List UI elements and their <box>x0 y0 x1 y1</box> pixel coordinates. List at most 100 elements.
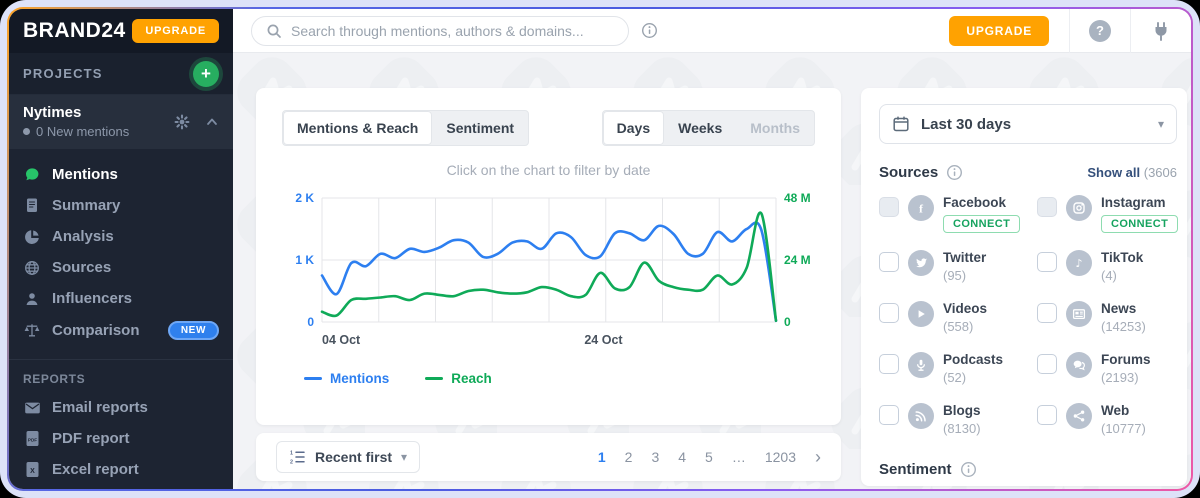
source-count: (52) <box>943 370 967 385</box>
mentions-reach-chart[interactable]: 2 K 1 K 0 48 M 24 M 0 04 Oct 24 Oct <box>278 188 823 361</box>
source-name: Instagram <box>1101 195 1166 210</box>
sidebar-item-label: Excel report <box>52 461 139 479</box>
content-area: Mentions & Reach Sentiment Days Weeks Month… <box>233 53 1191 489</box>
checkbox-podcasts[interactable] <box>879 354 899 375</box>
app-window-border: BRAND24 UPGRADE PROJECTS + Nytimes 0 New… <box>7 7 1193 491</box>
sidebar-item-analysis[interactable]: Analysis <box>9 221 233 252</box>
checkbox-blogs[interactable] <box>879 405 899 426</box>
project-name: Nytimes <box>23 104 82 122</box>
granularity-weeks[interactable]: Weeks <box>664 111 736 145</box>
sidebar-item-label: Summary <box>52 197 121 215</box>
calendar-icon <box>892 115 910 133</box>
sidebar-item-influencers[interactable]: Influencers <box>9 283 233 314</box>
checkbox-news[interactable] <box>1037 303 1057 323</box>
page-3[interactable]: 3 <box>651 449 660 465</box>
granularity-months[interactable]: Months <box>736 111 814 145</box>
source-name: Podcasts <box>943 352 1004 368</box>
chart-legend: Mentions Reach <box>256 371 841 386</box>
checkbox-web[interactable] <box>1037 405 1057 426</box>
pie-chart-icon <box>23 229 41 245</box>
gear-icon[interactable] <box>173 113 191 131</box>
integrations-button[interactable] <box>1131 20 1191 42</box>
source-name: Blogs <box>943 403 981 419</box>
show-all-link[interactable]: Show all <box>1087 165 1141 180</box>
connect-button-facebook[interactable]: CONNECT <box>943 214 1021 233</box>
chat-bubble-icon <box>23 166 41 183</box>
source-name: Twitter <box>943 249 987 265</box>
sidebar-item-sources[interactable]: Sources <box>9 252 233 283</box>
sidebar-item-email-reports[interactable]: Email reports <box>9 392 233 423</box>
search-input[interactable] <box>291 22 614 39</box>
brand-logo: BRAND24 <box>23 18 126 42</box>
pagination: 1 2 3 4 5 … 1203 › <box>598 448 821 466</box>
svg-text:1: 1 <box>290 450 293 456</box>
topbar-upgrade-button[interactable]: UPGRADE <box>949 15 1049 46</box>
checkbox-facebook[interactable] <box>879 197 899 217</box>
sidebar-upgrade-button[interactable]: UPGRADE <box>132 18 219 43</box>
share-icon <box>1066 403 1092 430</box>
sources-info-icon[interactable] <box>946 164 963 181</box>
chart-tabs: Mentions & Reach Sentiment <box>282 110 530 146</box>
checkbox-twitter[interactable] <box>879 251 899 272</box>
granularity-days[interactable]: Days <box>602 111 665 145</box>
checkbox-forums[interactable] <box>1037 354 1057 375</box>
add-project-button[interactable]: + <box>193 60 219 87</box>
legend-item-mentions[interactable]: Mentions <box>304 371 389 386</box>
svg-text:1 K: 1 K <box>295 253 314 267</box>
new-badge: NEW <box>167 321 219 341</box>
rss-icon <box>908 403 934 430</box>
sources-grid: f Facebook CONNECT Instagram CONNECT Twitter (… <box>879 195 1187 437</box>
topbar-divider <box>1069 9 1070 53</box>
tab-mentions---reach[interactable]: Mentions & Reach <box>283 111 433 145</box>
legend-item-reach[interactable]: Reach <box>425 371 492 386</box>
sidebar-item-summary[interactable]: Summary <box>9 190 233 221</box>
logo-row: BRAND24 UPGRADE <box>9 9 233 53</box>
svg-text:PDF: PDF <box>27 438 36 443</box>
sidebar-item-label: Mentions <box>52 166 118 184</box>
envelope-icon <box>23 401 41 415</box>
project-row-nytimes[interactable]: Nytimes 0 New mentions <box>9 95 233 150</box>
page-1[interactable]: 1 <box>597 449 606 465</box>
pagination-ellipsis: … <box>731 449 746 465</box>
bullet-dot-icon <box>23 128 30 136</box>
page-5[interactable]: 5 <box>705 449 713 465</box>
source-filter-twitter: Twitter (95) <box>879 249 1029 284</box>
next-page-button[interactable]: › <box>815 447 821 467</box>
source-name: News <box>1101 301 1137 316</box>
search-info-icon[interactable] <box>641 22 658 39</box>
checkbox-videos[interactable] <box>879 303 899 323</box>
source-count: (4) <box>1101 267 1117 283</box>
help-button[interactable]: ? <box>1070 19 1130 42</box>
sidebar-item-pdf-report[interactable]: PDF PDF report <box>9 423 233 454</box>
tab-sentiment[interactable]: Sentiment <box>432 111 528 145</box>
svg-text:48 M: 48 M <box>784 191 811 205</box>
connect-button-instagram[interactable]: CONNECT <box>1101 214 1179 233</box>
legend-label: Mentions <box>330 371 390 386</box>
chevron-up-icon[interactable] <box>205 115 219 129</box>
main-column: UPGRADE ? <box>233 9 1191 489</box>
page-2[interactable]: 2 <box>624 449 633 465</box>
checkbox-instagram[interactable] <box>1037 197 1057 217</box>
source-filter-forums: Forums (2193) <box>1037 352 1187 386</box>
svg-text:0: 0 <box>784 315 791 329</box>
svg-text:04 Oct: 04 Oct <box>322 333 361 347</box>
checkbox-tiktok[interactable] <box>1037 251 1057 272</box>
sidebar-item-label: Email reports <box>52 399 148 417</box>
date-range-picker[interactable]: Last 30 days ▾ <box>879 104 1177 144</box>
page-1203[interactable]: 1203 <box>764 449 796 465</box>
chart-card: Mentions & Reach Sentiment Days Weeks Month… <box>256 88 841 425</box>
sidebar-item-excel-report[interactable]: X Excel report <box>9 454 233 485</box>
search-bar[interactable] <box>251 15 629 46</box>
question-icon: ? <box>1089 19 1111 42</box>
source-filter-blogs: Blogs (8130) <box>879 403 1029 437</box>
source-name: Videos <box>943 301 988 316</box>
sidebar-item-comparison[interactable]: Comparison NEW <box>9 314 233 347</box>
sidebar-item-mentions[interactable]: Mentions <box>9 159 233 190</box>
page-4[interactable]: 4 <box>678 449 687 465</box>
document-icon <box>23 197 41 214</box>
plug-icon <box>1150 20 1172 42</box>
sentiment-info-icon[interactable] <box>960 461 977 478</box>
